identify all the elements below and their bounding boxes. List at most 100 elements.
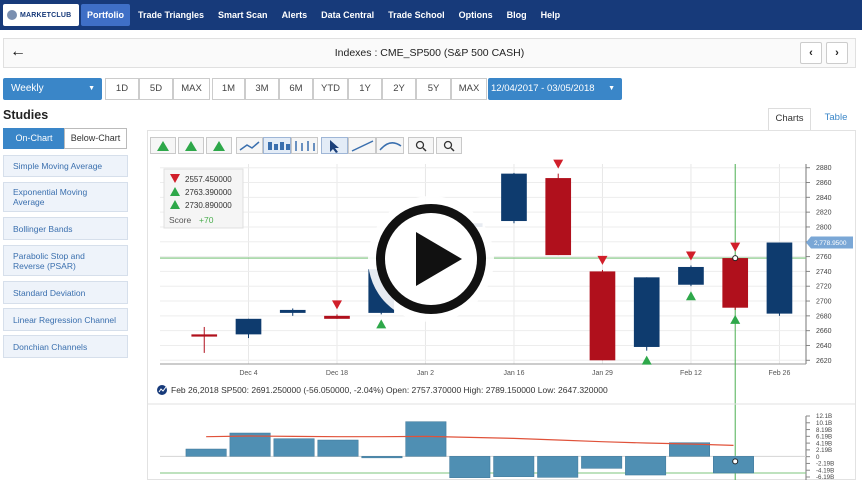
y-tick-label: 2720 bbox=[816, 284, 832, 291]
nav-help[interactable]: Help bbox=[540, 10, 561, 20]
page-title: Indexes : CME_SP500 (S&P 500 CASH) bbox=[334, 47, 525, 59]
tool-fibonacci-icon[interactable] bbox=[376, 137, 404, 154]
volume-tick-label: 0 bbox=[816, 454, 820, 461]
current-price-label: 2,778.9500 bbox=[814, 240, 847, 247]
volume-bar bbox=[361, 456, 403, 459]
prev-button[interactable]: ‹ bbox=[800, 42, 822, 64]
y-tick-label: 2700 bbox=[816, 299, 832, 306]
candle-body bbox=[766, 242, 793, 314]
trade-triangle-up-icon bbox=[376, 319, 387, 329]
study-simple-moving-average[interactable]: Simple Moving Average bbox=[3, 155, 128, 177]
range-ytd-button[interactable]: YTD bbox=[313, 78, 348, 100]
candle-body bbox=[633, 277, 660, 347]
volume-bar bbox=[317, 439, 359, 457]
range-1m-button[interactable]: 1M bbox=[212, 78, 245, 100]
tab-on-chart[interactable]: On-Chart bbox=[3, 128, 65, 149]
volume-tick-label: 12.1B bbox=[816, 413, 832, 420]
range-2y-button[interactable]: 2Y bbox=[382, 78, 416, 100]
chevron-left-icon: ‹ bbox=[809, 47, 813, 59]
study-linear-regression-channel[interactable]: Linear Regression Channel bbox=[3, 308, 128, 331]
zoom-in-button[interactable] bbox=[408, 137, 434, 154]
volume-bar bbox=[229, 432, 271, 457]
study-bollinger-bands[interactable]: Bollinger Bands bbox=[3, 217, 128, 240]
triangle-tool-glyph-icon bbox=[185, 141, 197, 151]
x-tick-label: Feb 12 bbox=[680, 370, 702, 377]
period-select[interactable]: Weekly ▼ bbox=[3, 78, 102, 100]
title-bar: ← Indexes : CME_SP500 (S&P 500 CASH) ‹ › bbox=[3, 38, 856, 68]
tab-below-chart[interactable]: Below-Chart bbox=[64, 128, 127, 149]
volume-bar bbox=[669, 442, 711, 457]
y-tick-label: 2740 bbox=[816, 269, 832, 276]
range-3m-button[interactable]: 3M bbox=[245, 78, 279, 100]
candle-body bbox=[545, 178, 572, 256]
zoom-out-button[interactable] bbox=[436, 137, 462, 154]
nav-blog[interactable]: Blog bbox=[506, 10, 527, 20]
study-psar[interactable]: Parabolic Stop and Reverse (PSAR) bbox=[3, 245, 128, 276]
range-6m-button[interactable]: 6M bbox=[279, 78, 313, 100]
trade-triangle-up-icon bbox=[730, 314, 741, 324]
y-tick-label: 2760 bbox=[816, 254, 832, 261]
candle-glyph-icon bbox=[280, 142, 284, 150]
study-standard-deviation[interactable]: Standard Deviation bbox=[3, 281, 128, 304]
nav-alerts[interactable]: Alerts bbox=[281, 10, 308, 20]
date-range-select[interactable]: 12/04/2017 - 03/05/2018 ▼ bbox=[488, 78, 622, 100]
next-button[interactable]: › bbox=[826, 42, 848, 64]
nav-smart-scan[interactable]: Smart Scan bbox=[218, 10, 268, 20]
zoom-handle-icon bbox=[450, 147, 455, 152]
tool-line-chart-icon[interactable] bbox=[236, 137, 263, 154]
top-nav: MARKETCLUB Portfolio Trade Triangles Sma… bbox=[0, 0, 862, 30]
y-tick-label: 2680 bbox=[816, 313, 832, 320]
nav-portfolio[interactable]: Portfolio bbox=[81, 4, 130, 26]
x-tick-label: Dec 4 bbox=[239, 370, 257, 377]
play-video-icon[interactable] bbox=[364, 192, 498, 326]
study-exponential-moving-average[interactable]: Exponential Moving Average bbox=[3, 182, 128, 212]
volume-bar bbox=[537, 456, 579, 478]
nav-data-central[interactable]: Data Central bbox=[321, 10, 375, 20]
logo-mark-icon bbox=[7, 10, 17, 20]
candle-body bbox=[722, 258, 749, 308]
tab-table[interactable]: Table bbox=[824, 112, 848, 123]
volume-tick-label: 6.19B bbox=[816, 434, 832, 441]
range-1y-button[interactable]: 1Y bbox=[348, 78, 382, 100]
y-tick-label: 2800 bbox=[816, 224, 832, 231]
nav-trade-triangles[interactable]: Trade Triangles bbox=[138, 10, 205, 20]
range-1d-button[interactable]: 1D bbox=[105, 78, 139, 100]
volume-tick-label: 4.19B bbox=[816, 440, 832, 447]
volume-bar bbox=[625, 456, 667, 476]
zoom-handle-icon bbox=[422, 147, 427, 152]
range-max-intraday-button[interactable]: MAX bbox=[173, 78, 210, 100]
trendline-glyph-icon bbox=[351, 140, 374, 152]
range-max-button[interactable]: MAX bbox=[451, 78, 487, 100]
legend-triangle-up-icon bbox=[170, 187, 180, 196]
score-value: +70 bbox=[199, 215, 214, 225]
volume-tick-label: -2.19B bbox=[816, 461, 834, 468]
chevron-right-icon: › bbox=[835, 47, 839, 59]
zoom-out-icon bbox=[443, 140, 453, 150]
candle-body bbox=[589, 271, 616, 361]
candle-body bbox=[501, 173, 527, 222]
caret-down-icon: ▼ bbox=[608, 85, 615, 92]
current-price-tag bbox=[806, 236, 853, 249]
candle-body bbox=[279, 309, 306, 313]
y-tick-label: 2660 bbox=[816, 328, 832, 335]
x-tick-label: Jan 2 bbox=[417, 370, 434, 377]
marketclub-logo[interactable]: MARKETCLUB bbox=[3, 4, 79, 26]
studies-title: Studies bbox=[3, 108, 49, 122]
zoom-in-icon bbox=[415, 140, 425, 150]
range-5d-button[interactable]: 5D bbox=[139, 78, 173, 100]
nav-trade-school[interactable]: Trade School bbox=[388, 10, 445, 20]
candle-body bbox=[324, 315, 350, 319]
crosshair-point bbox=[732, 255, 739, 262]
candle-glyph-icon bbox=[268, 142, 272, 150]
volume-tick-label: 2.19B bbox=[816, 447, 832, 454]
candle-body bbox=[235, 318, 262, 335]
tab-charts[interactable]: Charts bbox=[768, 108, 811, 130]
study-donchian-channels[interactable]: Donchian Channels bbox=[3, 335, 128, 358]
nav-options[interactable]: Options bbox=[458, 10, 493, 20]
candle-glyph-icon bbox=[286, 144, 290, 150]
range-5y-button[interactable]: 5Y bbox=[416, 78, 451, 100]
legend-value: 2730.890000 bbox=[185, 201, 232, 210]
back-arrow-icon[interactable]: ← bbox=[10, 43, 26, 60]
candle-glyph-icon bbox=[274, 144, 278, 150]
tool-ohlc-icon[interactable] bbox=[291, 137, 318, 154]
